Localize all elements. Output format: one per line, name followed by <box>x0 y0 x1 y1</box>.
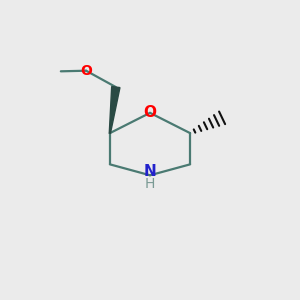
Polygon shape <box>109 86 120 133</box>
Text: O: O <box>80 64 92 78</box>
Text: H: H <box>145 177 155 191</box>
Text: O: O <box>143 105 157 120</box>
Text: N: N <box>144 164 156 179</box>
